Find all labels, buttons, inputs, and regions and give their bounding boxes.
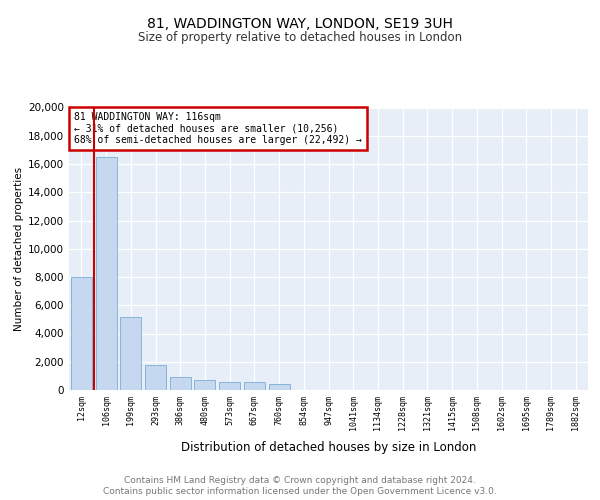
Text: Contains public sector information licensed under the Open Government Licence v3: Contains public sector information licen… (103, 488, 497, 496)
Text: Size of property relative to detached houses in London: Size of property relative to detached ho… (138, 31, 462, 44)
Text: 81, WADDINGTON WAY, LONDON, SE19 3UH: 81, WADDINGTON WAY, LONDON, SE19 3UH (147, 18, 453, 32)
Text: 81 WADDINGTON WAY: 116sqm
← 31% of detached houses are smaller (10,256)
68% of s: 81 WADDINGTON WAY: 116sqm ← 31% of detac… (74, 112, 362, 145)
Text: Contains HM Land Registry data © Crown copyright and database right 2024.: Contains HM Land Registry data © Crown c… (124, 476, 476, 485)
Bar (95, 157, 116, 390)
Bar (219, 382, 240, 390)
Bar (269, 384, 290, 390)
Bar (244, 382, 265, 390)
Bar (145, 364, 166, 390)
Y-axis label: Number of detached properties: Number of detached properties (14, 166, 24, 331)
Bar (170, 378, 191, 390)
Bar (194, 380, 215, 390)
Bar (71, 277, 92, 390)
X-axis label: Distribution of detached houses by size in London: Distribution of detached houses by size … (181, 441, 476, 454)
Bar (120, 316, 141, 390)
